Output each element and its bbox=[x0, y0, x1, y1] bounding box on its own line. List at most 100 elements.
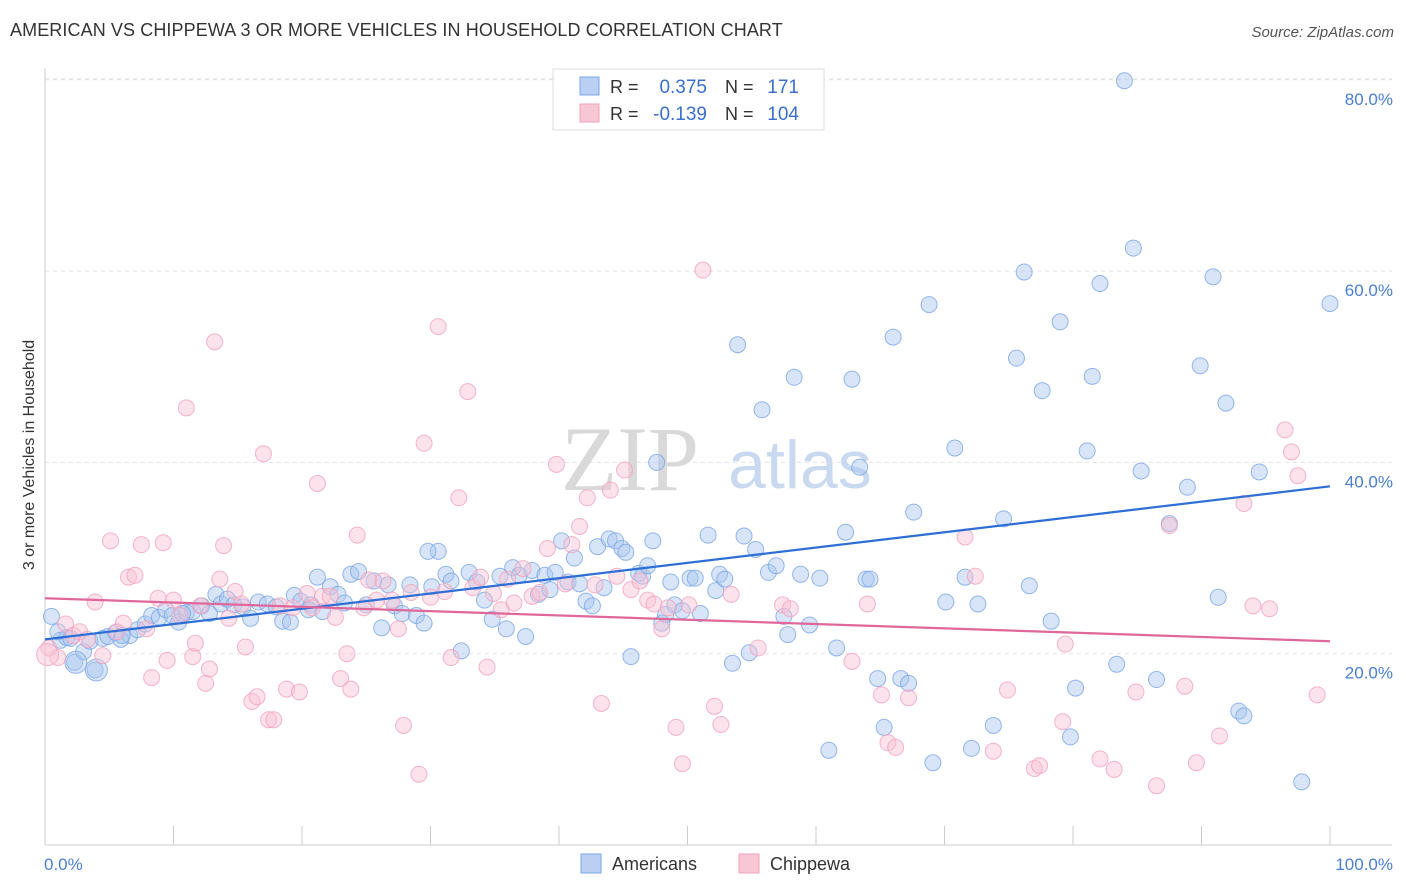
watermark: ZIP atlas bbox=[561, 408, 872, 510]
legend-swatch-americans bbox=[580, 853, 602, 874]
data-point-chippewa bbox=[781, 600, 799, 618]
data-point-chippewa bbox=[342, 680, 360, 698]
data-point-chippewa bbox=[102, 532, 120, 550]
legend-swatch-chippewa bbox=[738, 853, 760, 874]
data-point-americans bbox=[1078, 442, 1096, 460]
data-point-chippewa bbox=[1054, 713, 1072, 731]
data-point-americans bbox=[686, 569, 704, 587]
data-point-americans bbox=[546, 563, 564, 581]
data-point-chippewa bbox=[383, 591, 401, 609]
data-point-americans bbox=[1061, 728, 1079, 746]
data-point-chippewa bbox=[215, 537, 233, 555]
data-point-americans bbox=[571, 575, 589, 593]
data-point-chippewa bbox=[326, 608, 344, 626]
data-point-americans bbox=[1051, 313, 1069, 331]
data-point-americans bbox=[962, 739, 980, 757]
data-point-americans bbox=[475, 591, 493, 609]
data-point-chippewa bbox=[1031, 757, 1049, 775]
data-point-americans bbox=[716, 570, 734, 588]
data-point-chippewa bbox=[429, 318, 447, 336]
data-point-chippewa bbox=[1244, 597, 1262, 615]
data-point-chippewa bbox=[132, 536, 150, 554]
data-point-americans bbox=[86, 661, 104, 679]
data-point-chippewa bbox=[191, 597, 209, 615]
data-point-chippewa bbox=[332, 670, 350, 688]
data-point-americans bbox=[681, 569, 699, 587]
source-label: Source: ZipAtlas.com bbox=[1251, 24, 1394, 41]
data-point-chippewa bbox=[673, 755, 691, 773]
data-point-chippewa bbox=[278, 680, 296, 698]
data-point-americans bbox=[924, 754, 942, 772]
data-point-americans bbox=[617, 543, 635, 561]
series-chippewa bbox=[36, 261, 1326, 795]
data-point-chippewa bbox=[248, 688, 266, 706]
data-point-americans bbox=[373, 619, 391, 637]
data-point-chippewa bbox=[120, 568, 138, 586]
data-point-chippewa bbox=[211, 570, 229, 588]
data-point-americans bbox=[875, 718, 893, 736]
data-point-chippewa bbox=[149, 589, 167, 607]
data-point-chippewa bbox=[722, 585, 740, 603]
data-point-chippewa bbox=[1091, 750, 1109, 768]
data-point-chippewa bbox=[694, 261, 712, 279]
data-point-americans bbox=[753, 401, 771, 419]
data-point-americans bbox=[785, 368, 803, 386]
data-point-chippewa bbox=[360, 571, 378, 589]
data-point-chippewa bbox=[459, 383, 477, 401]
data-point-chippewa bbox=[531, 583, 549, 601]
data-point-americans bbox=[541, 581, 559, 599]
data-point-americans bbox=[1015, 263, 1033, 281]
data-point-americans bbox=[553, 532, 571, 550]
data-point-americans bbox=[723, 654, 741, 672]
data-point-chippewa bbox=[659, 599, 677, 617]
data-point-americans bbox=[64, 650, 88, 674]
data-point-americans bbox=[452, 642, 470, 660]
data-point-americans bbox=[905, 503, 923, 521]
bottom-legend: Americans Chippewa bbox=[580, 853, 851, 874]
data-point-chippewa bbox=[321, 587, 339, 605]
data-point-americans bbox=[1235, 707, 1253, 725]
data-point-americans bbox=[1124, 239, 1142, 257]
data-point-americans bbox=[920, 296, 938, 314]
data-point-americans bbox=[415, 614, 433, 632]
data-point-americans bbox=[1321, 295, 1339, 313]
data-point-americans bbox=[583, 597, 601, 615]
chart-title: AMERICAN VS CHIPPEWA 3 OR MORE VEHICLES … bbox=[10, 20, 783, 40]
data-point-americans bbox=[779, 626, 797, 644]
data-point-chippewa bbox=[563, 536, 581, 554]
trend-lines bbox=[44, 485, 1331, 643]
stats-r-value-chippewa: -0.139 bbox=[653, 104, 707, 125]
data-point-chippewa bbox=[197, 674, 215, 692]
data-point-americans bbox=[735, 527, 753, 545]
data-point-chippewa bbox=[1282, 443, 1300, 461]
data-point-americans bbox=[483, 610, 501, 628]
data-point-chippewa bbox=[177, 399, 195, 417]
data-point-chippewa bbox=[402, 583, 420, 601]
data-point-chippewa bbox=[478, 658, 496, 676]
data-point-americans bbox=[1108, 655, 1126, 673]
data-point-americans bbox=[828, 639, 846, 657]
stats-legend: R = 0.375 N = 171 R = -0.139 N = 104 bbox=[552, 68, 825, 131]
data-point-americans bbox=[851, 458, 869, 476]
data-point-chippewa bbox=[171, 606, 189, 624]
data-point-americans bbox=[1204, 268, 1222, 286]
data-point-americans bbox=[1217, 394, 1235, 412]
data-point-americans bbox=[1250, 463, 1268, 481]
data-point-chippewa bbox=[667, 718, 685, 736]
data-point-chippewa bbox=[94, 647, 112, 665]
data-point-americans bbox=[565, 549, 583, 567]
data-point-americans bbox=[1230, 702, 1248, 720]
watermark-atlas: atlas bbox=[728, 427, 872, 503]
data-point-americans bbox=[393, 605, 411, 623]
data-point-americans bbox=[1209, 588, 1227, 606]
data-point-chippewa bbox=[86, 593, 104, 611]
y-axis-label: 3 or more Vehicles in Household bbox=[21, 340, 38, 570]
data-point-chippewa bbox=[442, 649, 460, 667]
data-point-americans bbox=[442, 572, 460, 590]
data-point-chippewa bbox=[1160, 517, 1178, 535]
data-point-chippewa bbox=[143, 669, 161, 687]
data-point-chippewa bbox=[578, 489, 596, 507]
data-point-americans bbox=[995, 510, 1013, 528]
data-point-americans bbox=[969, 595, 987, 613]
data-point-chippewa bbox=[966, 567, 984, 585]
